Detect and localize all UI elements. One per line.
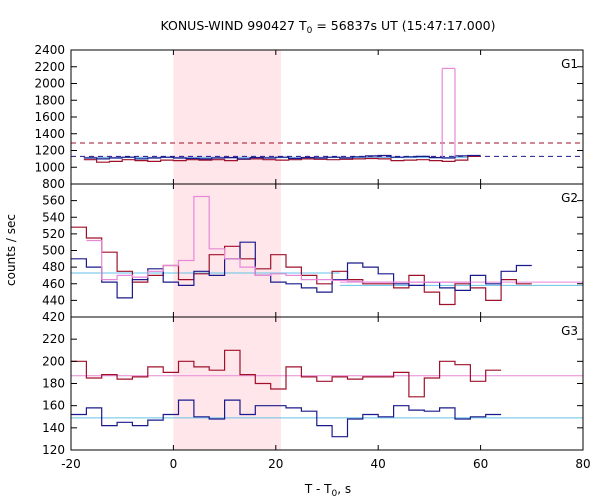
y-tick-label: 2400 <box>34 43 65 57</box>
panel-label: G1 <box>561 57 578 71</box>
y-tick-label: 1800 <box>34 93 65 107</box>
y-tick-label: 460 <box>42 277 65 291</box>
y-tick-label: 420 <box>42 310 65 324</box>
y-tick-label: 440 <box>42 293 65 307</box>
x-axis-label: T - T0, s <box>304 482 351 499</box>
shaded-interval <box>173 50 281 450</box>
series-pink-g2 <box>86 195 471 283</box>
y-tick-label: 140 <box>42 421 65 435</box>
series-dark-red-g2 <box>71 226 532 306</box>
x-tick-label: 0 <box>170 457 178 471</box>
chart-title-main: KONUS-WIND 990427 T <box>160 18 306 33</box>
y-tick-label: 1000 <box>34 160 65 174</box>
y-tick-label: 540 <box>42 210 65 224</box>
x-tick-label: -20 <box>61 457 81 471</box>
panel-g3: 120 140 160 180 200 220 G3 <box>42 316 584 457</box>
panel-g2: 420 440 460 480 500 520 540 560 G2 <box>42 183 584 324</box>
plot-area: 80010001200140016001800200022002400G1420… <box>34 43 590 471</box>
y-tick-label: 1200 <box>34 144 65 158</box>
series-dark-blue-g1 <box>83 154 481 160</box>
x-tick-label: 20 <box>268 457 283 471</box>
series-dark-blue-g3 <box>71 399 502 438</box>
y-tick-label: 160 <box>42 399 65 413</box>
y-tick-label: 220 <box>42 332 65 346</box>
series-dark-blue-g2 <box>71 241 532 299</box>
y-tick-label: 2000 <box>34 77 65 91</box>
y-tick-label: 200 <box>42 354 65 368</box>
x-axis-label-sub: 0 <box>332 489 338 499</box>
x-tick-label: 40 <box>371 457 386 471</box>
y-tick-label: 2200 <box>34 60 65 74</box>
y-tick-label: 480 <box>42 260 65 274</box>
x-tick-label: 80 <box>575 457 590 471</box>
x-axis-label-tail: , s <box>337 482 351 496</box>
y-tick-label: 520 <box>42 227 65 241</box>
panel-label: G2 <box>561 191 578 205</box>
panel-frame-g2 <box>70 183 584 318</box>
y-tick-label: 1400 <box>34 127 65 141</box>
panel-frame-g3 <box>70 316 584 451</box>
x-axis-label-main: T - T <box>304 482 332 496</box>
y-tick-label: 560 <box>42 194 65 208</box>
panel-g1: 800 1000 1200 1400 1600 1800 2000 2200 2400 G1 <box>34 43 584 191</box>
chart-title-tail: = 56837s UT (15:47:17.000) <box>312 18 495 33</box>
y-axis-label: counts / sec <box>4 214 18 286</box>
y-tick-label: 180 <box>42 377 65 391</box>
series-dark-red-g3 <box>71 349 502 398</box>
y-tick-label: 800 <box>42 177 65 191</box>
chart-title: KONUS-WIND 990427 T0 = 56837s UT (15:47:… <box>160 18 495 36</box>
panel-label: G3 <box>561 324 578 338</box>
y-tick-label: 1600 <box>34 110 65 124</box>
y-tick-label: 500 <box>42 244 65 258</box>
chart-title-sub: 0 <box>307 26 313 36</box>
panel-frame-g1 <box>70 49 584 185</box>
x-tick-label: 60 <box>473 457 488 471</box>
y-tick-label: 120 <box>42 443 65 457</box>
series-dark-red-g1 <box>83 155 481 163</box>
